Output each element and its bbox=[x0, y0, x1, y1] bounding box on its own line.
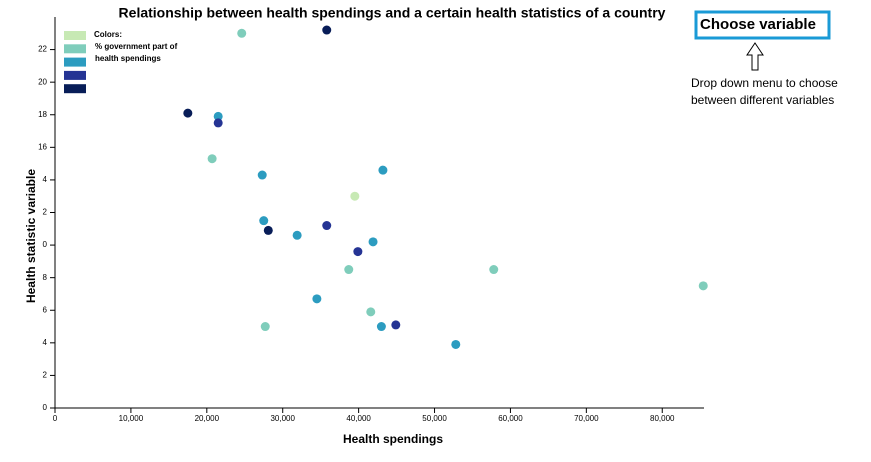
legend-label: % government part of bbox=[95, 42, 178, 51]
arrow-icon bbox=[746, 42, 764, 71]
legend-label: health spendings bbox=[95, 54, 161, 63]
y-tick-label: 2 bbox=[43, 371, 48, 380]
y-tick-label: 2 bbox=[43, 208, 48, 217]
y-tick-label: 16 bbox=[38, 142, 47, 151]
legend-swatch bbox=[64, 70, 86, 80]
point bbox=[353, 247, 363, 257]
point bbox=[368, 237, 378, 247]
x-tick-label: 60,000 bbox=[498, 414, 523, 423]
point bbox=[322, 221, 332, 231]
point bbox=[350, 191, 360, 201]
point bbox=[391, 320, 401, 330]
x-tick-label: 50,000 bbox=[422, 414, 447, 423]
point bbox=[260, 322, 270, 332]
x-tick-label: 80,000 bbox=[650, 414, 675, 423]
point bbox=[263, 225, 273, 235]
y-tick-label: 20 bbox=[38, 77, 47, 86]
x-tick-label: 20,000 bbox=[195, 414, 220, 423]
point bbox=[344, 265, 354, 275]
point bbox=[366, 307, 376, 317]
point bbox=[378, 165, 388, 175]
point bbox=[489, 265, 499, 275]
x-tick-label: 0 bbox=[53, 414, 58, 423]
x-tick-label: 30,000 bbox=[270, 414, 295, 423]
legend-swatch bbox=[64, 57, 86, 67]
y-tick-label: 4 bbox=[43, 175, 48, 184]
legend-title: Colors: bbox=[94, 30, 122, 39]
y-tick-label: 6 bbox=[43, 305, 48, 314]
x-tick-label: 40,000 bbox=[346, 414, 371, 423]
chart-title: Relationship between health spendings an… bbox=[119, 5, 666, 21]
point bbox=[259, 216, 269, 226]
point bbox=[213, 118, 223, 128]
hint-text: Drop down menu to choose bbox=[691, 76, 838, 90]
point bbox=[183, 108, 193, 118]
point bbox=[322, 25, 332, 35]
point bbox=[376, 322, 386, 332]
point bbox=[207, 154, 217, 164]
x-axis-label: Health spendings bbox=[343, 432, 443, 446]
point bbox=[312, 294, 322, 304]
point bbox=[451, 339, 461, 349]
x-tick-label: 10,000 bbox=[119, 414, 144, 423]
point bbox=[237, 28, 247, 38]
y-tick-label: 22 bbox=[38, 45, 47, 54]
point bbox=[257, 170, 267, 180]
y-tick-label: 8 bbox=[43, 273, 48, 282]
legend-swatch bbox=[64, 84, 86, 94]
point bbox=[698, 281, 708, 291]
point bbox=[292, 230, 302, 240]
hint-text: between different variables bbox=[691, 93, 834, 107]
point bbox=[213, 111, 223, 121]
choose-variable-button[interactable] bbox=[694, 10, 831, 40]
y-axis-label: Health statistic variable bbox=[24, 169, 38, 303]
y-tick-label: 4 bbox=[43, 338, 48, 347]
legend-swatch bbox=[64, 31, 86, 40]
button-label[interactable]: Choose variable bbox=[700, 16, 816, 33]
legend-swatch bbox=[64, 44, 86, 54]
y-tick-label: 0 bbox=[43, 403, 48, 412]
y-tick-label: 18 bbox=[38, 110, 47, 119]
x-tick-label: 70,000 bbox=[574, 414, 599, 423]
y-tick-label: 0 bbox=[43, 240, 48, 249]
